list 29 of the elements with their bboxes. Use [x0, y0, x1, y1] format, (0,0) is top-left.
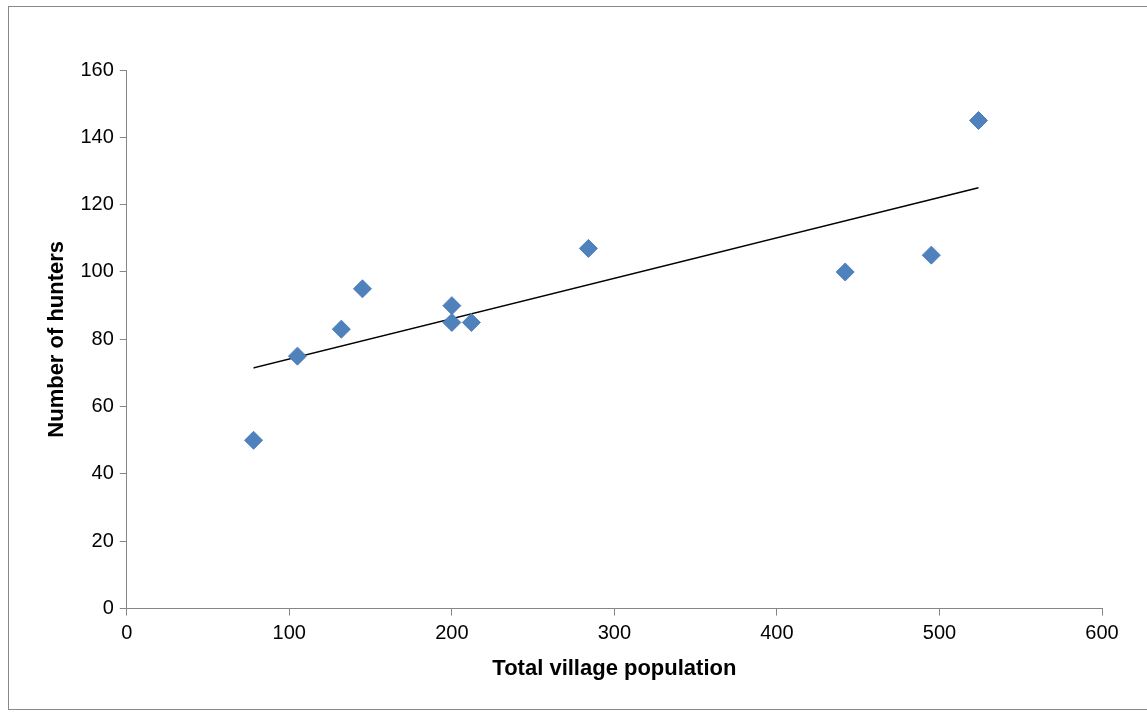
- x-tick-label: 600: [1085, 621, 1119, 644]
- point: [442, 296, 462, 316]
- y-axis-title: Number of hunters: [43, 240, 69, 438]
- x-tick-label: 400: [760, 621, 794, 644]
- y-tick-label: 100: [80, 259, 114, 282]
- x-tick-label: 0: [121, 621, 133, 644]
- point: [244, 430, 264, 450]
- y-tick-label: 40: [91, 461, 114, 484]
- y-tick-label: 120: [80, 192, 114, 215]
- point: [287, 346, 307, 366]
- point: [968, 110, 988, 130]
- x-tick-label: 200: [435, 621, 469, 644]
- point: [835, 262, 855, 282]
- y-tick-label: 160: [80, 57, 114, 80]
- y-tick-label: 0: [102, 596, 114, 619]
- point: [921, 245, 941, 265]
- x-tick-label: 500: [922, 621, 957, 644]
- point: [331, 319, 351, 339]
- point: [352, 279, 372, 299]
- x-axis-title: Total village population: [492, 654, 737, 680]
- y-tick-label: 20: [91, 528, 114, 551]
- y-tick-label: 140: [80, 124, 114, 147]
- y-tick-label: 80: [91, 326, 114, 349]
- x-tick-label: 300: [597, 621, 632, 644]
- y-tick-label: 60: [91, 394, 114, 417]
- point: [461, 312, 481, 332]
- point: [578, 238, 598, 258]
- point: [442, 312, 462, 332]
- x-tick-label: 100: [272, 621, 306, 644]
